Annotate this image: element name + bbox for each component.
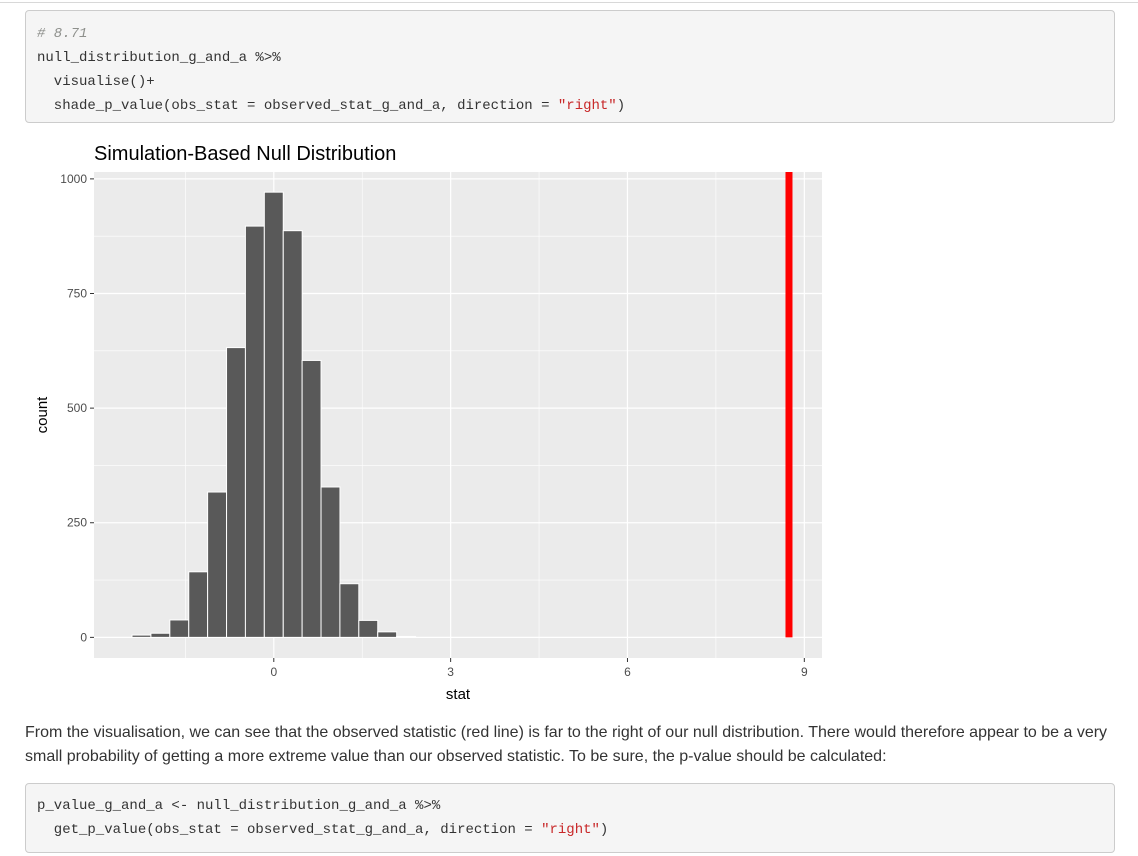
chart-title: Simulation-Based Null Distribution [94, 143, 396, 165]
y-tick-label: 0 [80, 630, 87, 644]
code-line: null_distribution_g_and_a %>% [37, 50, 281, 66]
code-comment: # 8.71 [37, 26, 88, 42]
code-text: get_p_value(obs_stat = observed_stat_g_a… [37, 822, 542, 838]
x-tick-label: 6 [624, 665, 631, 679]
histogram-bar [377, 631, 398, 638]
histogram-bar [339, 583, 360, 638]
explanation-paragraph: From the visualisation, we can see that … [25, 724, 1108, 765]
histogram-bar [282, 230, 303, 638]
code-string: "right" [541, 822, 600, 838]
code-line: shade_p_value(obs_stat = observed_stat_g… [37, 94, 1103, 118]
code-text: shade_p_value(obs_stat = observed_stat_g… [37, 98, 558, 114]
histogram-bar [244, 225, 265, 638]
x-tick-label: 9 [801, 665, 808, 679]
histogram-bar [207, 491, 228, 638]
null-distribution-chart: Simulation-Based Null Distribution 0 250 5… [34, 143, 822, 703]
x-tick-label: 0 [270, 665, 277, 679]
code-string: "right" [557, 98, 617, 114]
code-line: visualise()+ [37, 74, 155, 90]
histogram-bar [358, 619, 379, 638]
y-tick-label: 500 [67, 401, 87, 415]
histogram-bar [226, 347, 246, 638]
code-line: get_p_value(obs_stat = observed_stat_g_a… [37, 818, 1103, 842]
histogram-bars [131, 191, 417, 638]
y-axis-label: count [34, 396, 51, 434]
histogram-bar [188, 571, 209, 638]
histogram-bar [396, 635, 417, 638]
histogram-bar [320, 486, 341, 638]
code-text: ) [599, 822, 609, 838]
histogram-bar [131, 634, 152, 638]
code-text: ) [616, 98, 626, 114]
x-axis-label: stat [446, 686, 471, 703]
histogram-bar [169, 619, 190, 638]
axes: 0 250 500 750 1000 0 3 6 9 [60, 172, 808, 679]
top-divider [0, 2, 1138, 3]
histogram-bar [263, 191, 284, 638]
y-tick-label: 250 [67, 516, 87, 530]
histogram-bar [301, 359, 322, 638]
y-tick-label: 1000 [60, 172, 87, 186]
code-block-shade-p-value: # 8.71 null_distribution_g_and_a %>% vis… [25, 10, 1115, 123]
histogram-bar [150, 632, 171, 638]
code-line: p_value_g_and_a <- null_distribution_g_a… [37, 798, 441, 814]
code-block-get-p-value: p_value_g_and_a <- null_distribution_g_a… [25, 783, 1115, 853]
y-tick-label: 750 [67, 287, 87, 301]
x-tick-label: 3 [447, 665, 454, 679]
